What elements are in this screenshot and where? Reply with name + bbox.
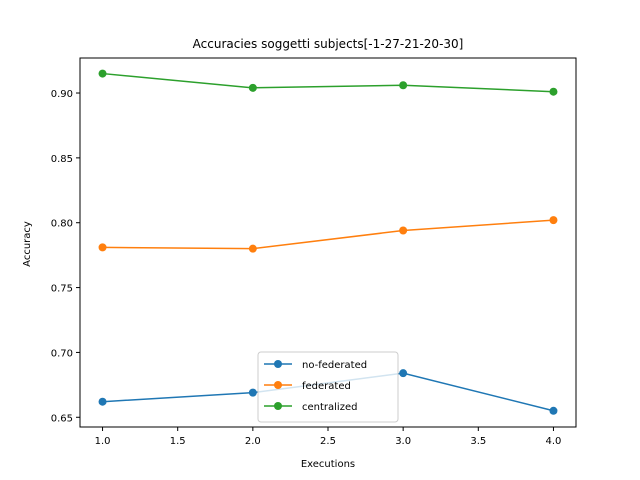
y-tick-label: 0.65 bbox=[51, 413, 73, 424]
data-point-no-federated bbox=[98, 397, 107, 406]
data-point-federated bbox=[98, 243, 107, 252]
data-point-no-federated bbox=[399, 369, 408, 378]
data-point-federated bbox=[248, 244, 257, 253]
data-point-no-federated bbox=[248, 388, 257, 397]
x-tick-label: 3.0 bbox=[395, 436, 411, 447]
x-tick-label: 3.5 bbox=[470, 436, 486, 447]
legend-label-centralized: centralized bbox=[302, 402, 357, 413]
y-tick-label: 0.70 bbox=[51, 348, 73, 359]
data-point-federated bbox=[399, 226, 408, 235]
x-tick-label: 4.0 bbox=[546, 436, 562, 447]
legend-marker-no-federated bbox=[274, 360, 282, 368]
plot-area bbox=[98, 69, 558, 415]
axes: 1.0 1.5 2.0 2.5 3.0 3.5 4.0 0.65 0.70 0.75 0.80 0.8… bbox=[51, 57, 577, 447]
data-point-centralized bbox=[549, 87, 558, 96]
x-tick-label: 1.0 bbox=[95, 436, 111, 447]
legend-marker-centralized bbox=[274, 402, 282, 410]
y-tick-label: 0.75 bbox=[51, 284, 73, 295]
x-tick-label: 1.5 bbox=[170, 436, 186, 447]
series-line-federated bbox=[102, 219, 554, 250]
legend: no-federated federated centralized bbox=[257, 351, 399, 423]
series-line-centralized bbox=[102, 72, 554, 93]
data-point-no-federated bbox=[549, 406, 558, 415]
data-point-centralized bbox=[399, 81, 408, 90]
legend-marker-federated bbox=[274, 381, 282, 389]
x-axis-label: Executions bbox=[301, 459, 355, 470]
y-tick-label: 0.85 bbox=[51, 154, 73, 165]
legend-label-no-federated: no-federated bbox=[302, 360, 367, 371]
x-tick-label: 2.5 bbox=[320, 436, 336, 447]
legend-box bbox=[257, 351, 399, 423]
data-point-centralized bbox=[98, 69, 107, 78]
chart-title: Accuracies soggetti subjects[-1-27-21-20… bbox=[193, 37, 464, 51]
legend-label-federated: federated bbox=[302, 381, 351, 392]
y-tick-label: 0.80 bbox=[51, 219, 73, 230]
data-point-centralized bbox=[248, 83, 257, 92]
x-tick-label: 2.0 bbox=[245, 436, 261, 447]
y-axis-label: Accuracy bbox=[22, 221, 33, 267]
y-tick-label: 0.90 bbox=[51, 89, 73, 100]
data-point-federated bbox=[549, 216, 558, 225]
